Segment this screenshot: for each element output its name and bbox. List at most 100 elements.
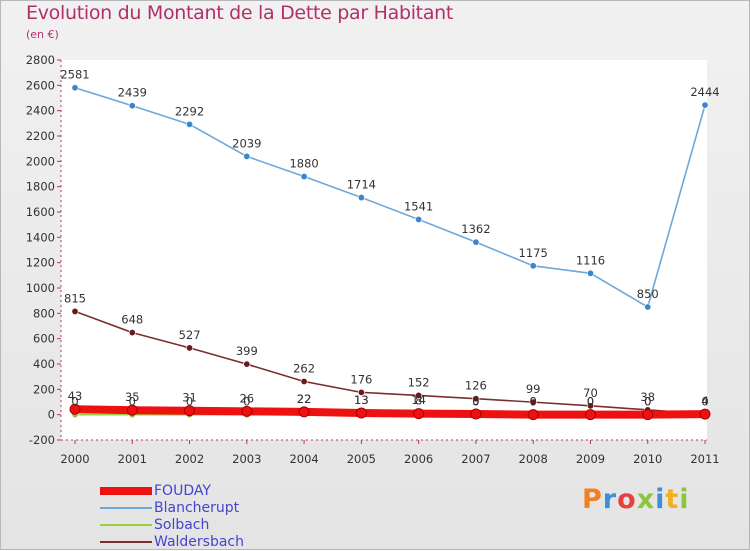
data-label-waldersbach: 99 xyxy=(526,382,541,396)
data-label-solbach: 0 xyxy=(530,395,537,409)
series-line-blancherupt xyxy=(74,86,706,308)
y-tick-label: 2800 xyxy=(26,53,55,67)
data-label-blancherupt: 2039 xyxy=(232,136,261,150)
x-tick-label: 2009 xyxy=(576,452,605,466)
legend-swatch-waldersbach xyxy=(100,541,152,543)
data-label-fouday: 8 xyxy=(415,394,422,408)
data-label-fouday: 35 xyxy=(125,390,140,404)
data-label-waldersbach: 399 xyxy=(236,344,258,358)
legend-label-solbach: Solbach xyxy=(154,517,210,533)
data-label-solbach: 0 xyxy=(186,395,193,409)
y-tick-label: 0 xyxy=(48,408,55,422)
data-point-blancherupt xyxy=(243,152,251,160)
data-label-blancherupt: 1175 xyxy=(519,246,548,260)
x-tick-label: 2006 xyxy=(404,452,433,466)
legend-swatch-fouday xyxy=(100,487,152,495)
y-tick-label: 800 xyxy=(33,306,55,320)
logo-letter: x xyxy=(636,484,656,515)
data-point-fouday xyxy=(413,408,425,420)
data-label-fouday: 0 xyxy=(644,395,651,409)
data-point-blancherupt xyxy=(644,303,652,311)
data-point-waldersbach xyxy=(300,377,308,385)
data-label-fouday: 5 xyxy=(472,394,479,408)
y-tick-label: 1800 xyxy=(26,180,55,194)
data-point-waldersbach xyxy=(586,402,594,410)
data-point-fouday xyxy=(126,404,138,416)
data-label-fouday: 0 xyxy=(587,395,594,409)
data-point-fouday xyxy=(184,405,196,417)
data-label-blancherupt: 1541 xyxy=(404,199,433,213)
data-label-solbach: 0 xyxy=(587,395,594,409)
x-tick-label: 2007 xyxy=(461,452,490,466)
data-point-waldersbach xyxy=(472,395,480,403)
chart-title: Evolution du Montant de la Dette par Hab… xyxy=(26,2,454,24)
x-tick-label: 2005 xyxy=(347,452,376,466)
data-point-waldersbach xyxy=(529,398,537,406)
y-tick-label: 1200 xyxy=(26,256,55,270)
y-tick-label: -200 xyxy=(29,433,55,447)
data-label-solbach: 0 xyxy=(472,395,479,409)
data-label-blancherupt: 2581 xyxy=(60,68,89,82)
data-point-blancherupt xyxy=(415,215,423,223)
data-label-fouday: 13 xyxy=(354,393,369,407)
y-tick-label: 2000 xyxy=(26,154,55,168)
data-point-blancherupt xyxy=(529,262,537,270)
data-label-waldersbach: 70 xyxy=(583,386,598,400)
data-label-waldersbach: 4 xyxy=(701,394,708,408)
data-point-fouday xyxy=(699,408,711,420)
data-point-fouday xyxy=(584,409,596,421)
data-label-blancherupt: 1714 xyxy=(347,178,376,192)
data-point-fouday xyxy=(527,409,539,421)
data-label-waldersbach: 176 xyxy=(350,372,372,386)
data-label-waldersbach: 262 xyxy=(293,361,315,375)
series-line-fouday xyxy=(71,405,709,419)
data-point-waldersbach xyxy=(71,307,79,315)
data-label-waldersbach: 38 xyxy=(640,390,655,404)
legend-label-waldersbach: Waldersbach xyxy=(154,534,245,550)
y-tick-label: 400 xyxy=(33,357,55,371)
data-label-waldersbach: 648 xyxy=(121,313,143,327)
x-tick-label: 2003 xyxy=(232,452,261,466)
data-label-solbach: 0 xyxy=(243,395,250,409)
data-point-fouday xyxy=(69,403,81,415)
x-tick-label: 2001 xyxy=(118,452,147,466)
legend-swatch-blancherupt xyxy=(100,507,152,509)
data-label-blancherupt: 1362 xyxy=(461,222,490,236)
data-label-solbach: 22 xyxy=(297,392,312,406)
proxiti-logo: Proxiti xyxy=(582,484,690,515)
legend-label-fouday: FOUDAY xyxy=(154,483,211,499)
logo-letter: r xyxy=(602,484,618,515)
data-label-solbach: 0 xyxy=(71,395,78,409)
data-label-blancherupt: 1880 xyxy=(289,157,318,171)
data-label-blancherupt: 2444 xyxy=(690,85,719,99)
data-label-solbach: 0 xyxy=(644,395,651,409)
logo-letter: i xyxy=(679,484,690,515)
data-point-blancherupt xyxy=(128,102,136,110)
x-tick-label: 2000 xyxy=(60,452,89,466)
chart-subtitle: (en €) xyxy=(26,28,59,41)
x-tick-label: 2002 xyxy=(175,452,204,466)
data-label-solbach: 0 xyxy=(701,395,708,409)
y-tick-label: 1600 xyxy=(26,205,55,219)
data-label-waldersbach: 152 xyxy=(408,375,430,389)
data-label-solbach: 0 xyxy=(129,395,136,409)
data-label-fouday: 0 xyxy=(530,395,537,409)
y-tick-label: 1000 xyxy=(26,281,55,295)
x-tick-label: 2010 xyxy=(633,452,662,466)
y-tick-label: 200 xyxy=(33,382,55,396)
data-label-fouday: 43 xyxy=(68,389,83,403)
data-point-fouday xyxy=(355,407,367,419)
data-point-blancherupt xyxy=(472,238,480,246)
x-tick-label: 2008 xyxy=(519,452,548,466)
logo-letter: t xyxy=(665,484,680,515)
data-label-fouday: 22 xyxy=(297,392,312,406)
data-point-fouday xyxy=(298,406,310,418)
x-tick-label: 2011 xyxy=(690,452,719,466)
data-label-fouday: 31 xyxy=(182,391,197,405)
data-point-blancherupt xyxy=(586,269,594,277)
logo-letter: o xyxy=(617,484,637,515)
data-point-waldersbach xyxy=(415,391,423,399)
y-tick-label: 2200 xyxy=(26,129,55,143)
legend-label-blancherupt: Blancherupt xyxy=(154,500,240,516)
data-label-fouday: 26 xyxy=(239,391,254,405)
